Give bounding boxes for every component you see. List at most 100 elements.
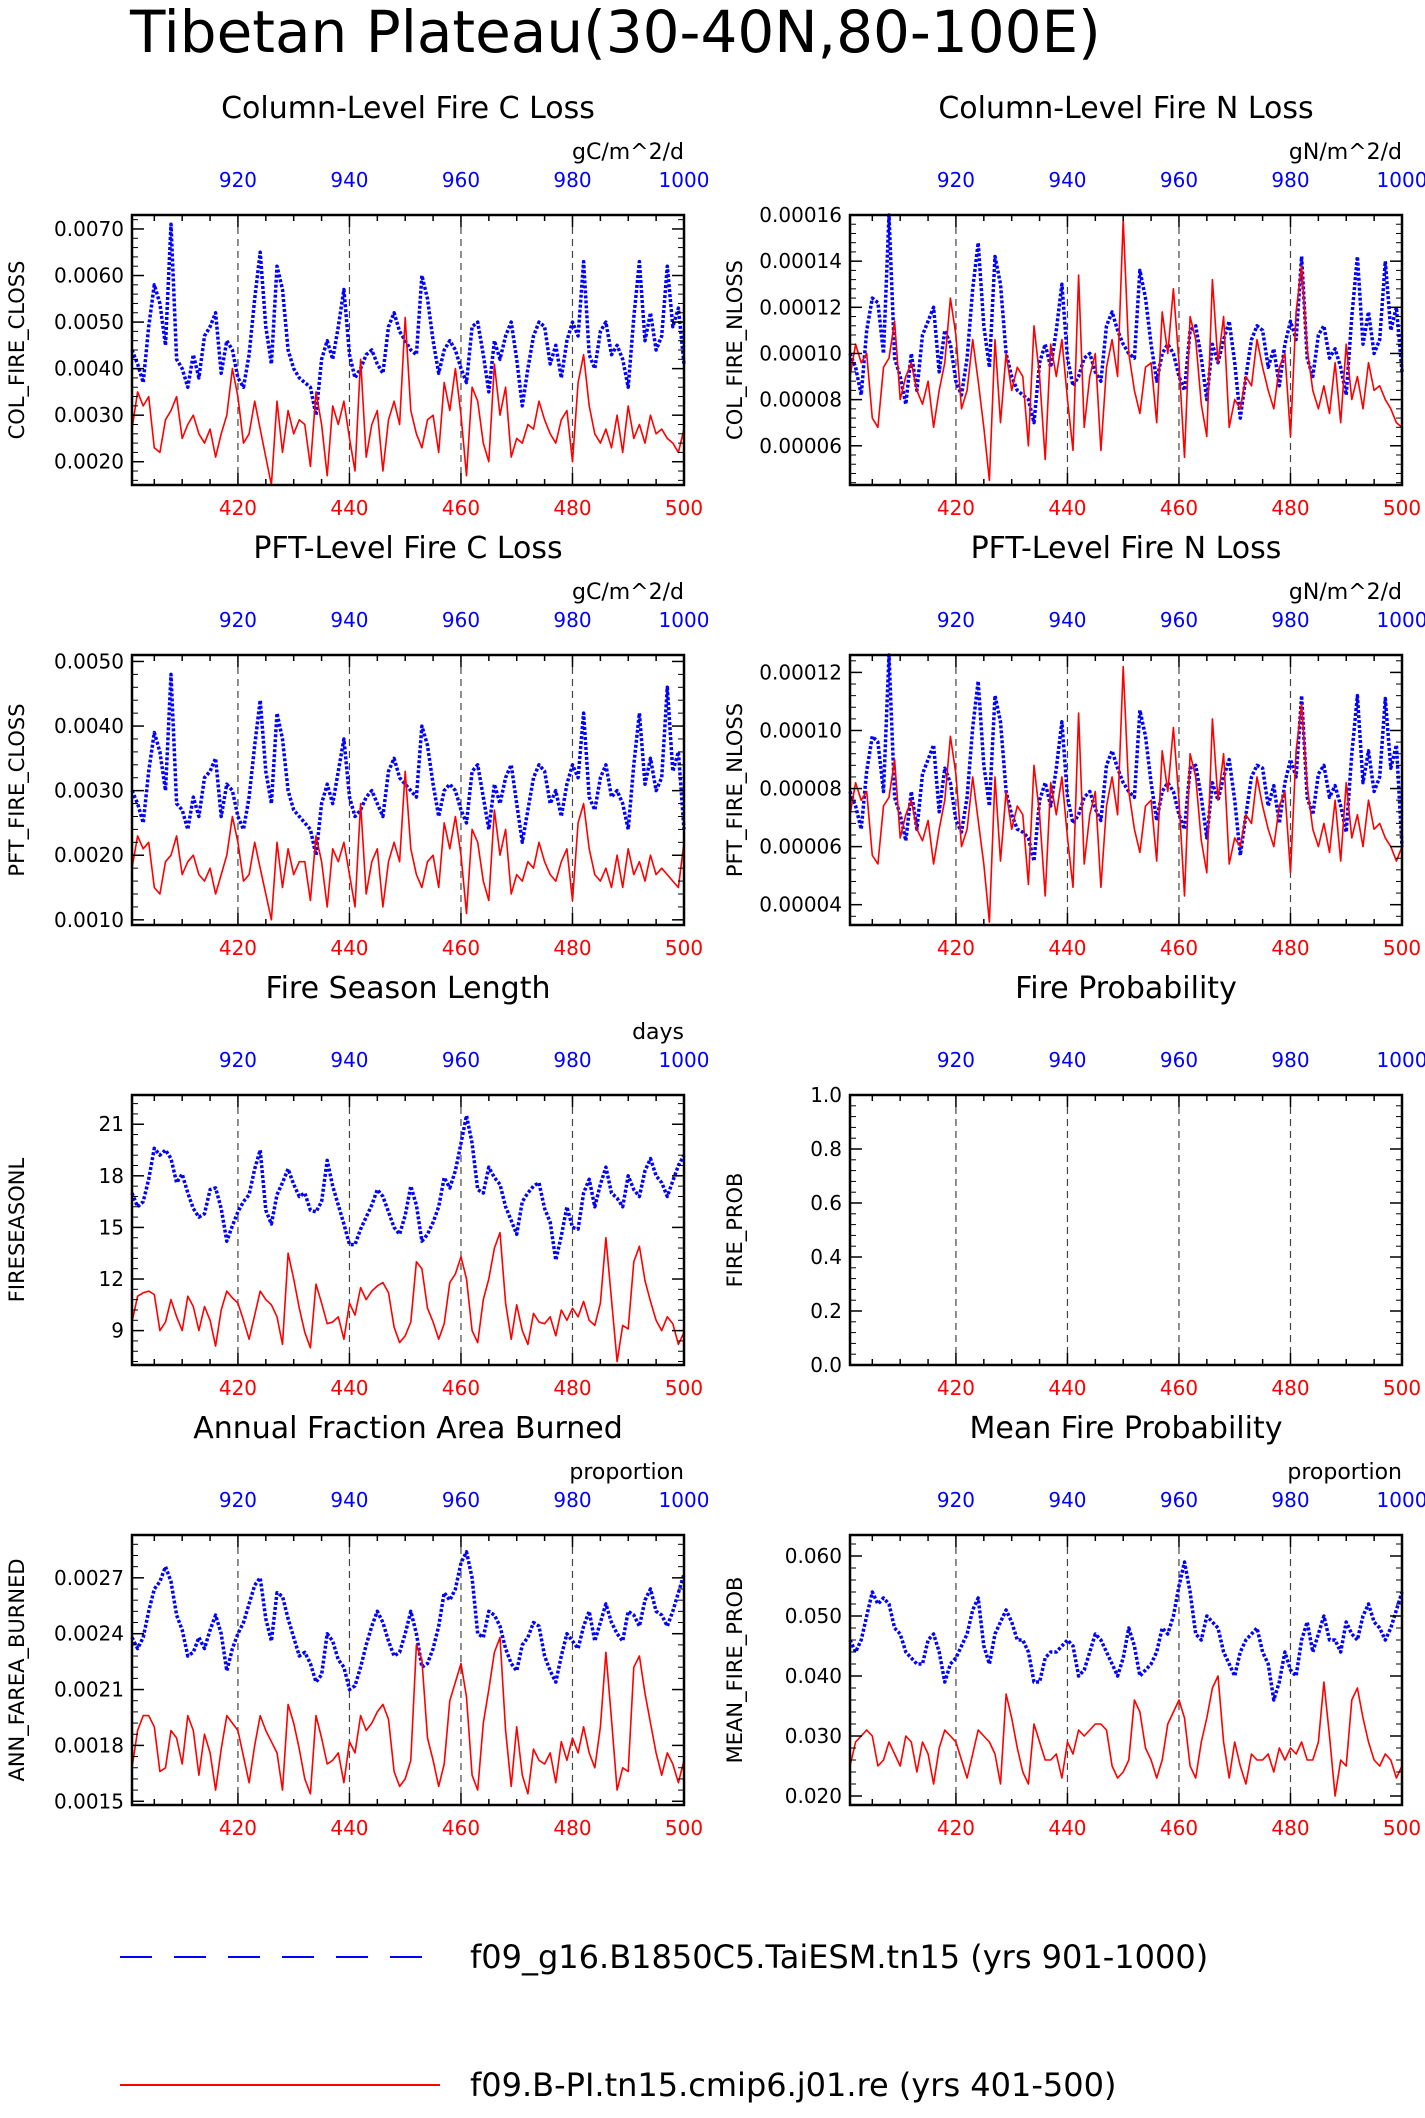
x-top-tick-label: 1000 xyxy=(659,1488,710,1512)
y-tick-label: 0.0070 xyxy=(54,217,124,241)
x-top-tick-label: 980 xyxy=(553,168,591,192)
panel-title: Mean Fire Probability xyxy=(970,1411,1283,1446)
x-bottom-tick-label: 420 xyxy=(219,496,257,520)
x-bottom-tick-label: 460 xyxy=(442,1376,480,1400)
series-line-blue xyxy=(848,213,1404,425)
x-bottom-tick-label: 420 xyxy=(937,936,975,960)
x-bottom-tick-label: 500 xyxy=(665,496,703,520)
units-label: days xyxy=(632,1020,684,1045)
legend-label-blue: f09_g16.B1850C5.TaiESM.tn15 (yrs 901-100… xyxy=(470,1938,1208,1976)
x-bottom-tick-label: 480 xyxy=(1271,1376,1309,1400)
x-top-tick-label: 960 xyxy=(442,1048,480,1072)
series-line-blue xyxy=(130,1113,686,1262)
x-bottom-tick-label: 460 xyxy=(442,1816,480,1840)
series-line-red xyxy=(849,665,1403,923)
x-bottom-tick-label: 480 xyxy=(1271,1816,1309,1840)
y-tick-label: 0.00006 xyxy=(759,835,842,859)
y-tick-label: 0.6 xyxy=(810,1191,842,1215)
y-tick-label: 0.0010 xyxy=(54,908,124,932)
y-tick-label: 0.00004 xyxy=(759,893,842,917)
x-bottom-tick-label: 460 xyxy=(1160,1376,1198,1400)
units-label: gC/m^2/d xyxy=(572,140,684,165)
x-top-tick-label: 980 xyxy=(1271,1048,1309,1072)
y-tick-label: 0.4 xyxy=(810,1245,842,1269)
y-axis-label: COL_FIRE_CLOSS xyxy=(5,261,30,440)
plot-frame xyxy=(848,213,1404,487)
y-tick-label: 0.0030 xyxy=(54,779,124,803)
y-tick-label: 0.050 xyxy=(785,1604,842,1628)
x-top-tick-label: 920 xyxy=(219,1048,257,1072)
y-axis-label: PFT_FIRE_NLOSS xyxy=(723,703,748,877)
x-bottom-tick-label: 500 xyxy=(1383,496,1421,520)
y-tick-label: 0.00010 xyxy=(759,718,842,742)
y-tick-label: 0.0060 xyxy=(54,264,124,288)
x-top-tick-label: 1000 xyxy=(659,168,710,192)
panels: Column-Level Fire C Loss gC/m^2/d 420 440 46… xyxy=(5,91,1425,1840)
x-bottom-tick-label: 420 xyxy=(219,1816,257,1840)
y-axis-label: FIRE_PROB xyxy=(723,1173,748,1288)
y-axis-label: ANN_FAREA_BURNED xyxy=(5,1558,30,1781)
x-top-tick-label: 920 xyxy=(937,168,975,192)
y-tick-label: 0.0050 xyxy=(54,310,124,334)
y-tick-label: 0.00006 xyxy=(759,434,842,458)
y-tick-label: 0.00014 xyxy=(759,249,842,273)
plot-frame xyxy=(848,1093,1404,1367)
x-top-tick-label: 1000 xyxy=(1377,1488,1425,1512)
x-top-tick-label: 1000 xyxy=(1377,168,1425,192)
y-tick-label: 0.0040 xyxy=(54,714,124,738)
plot-frame xyxy=(130,1093,686,1367)
x-bottom-tick-label: 500 xyxy=(665,936,703,960)
y-tick-label: 0.0015 xyxy=(54,1789,124,1813)
panel-title: Fire Probability xyxy=(1015,971,1237,1006)
y-tick-label: 0.8 xyxy=(810,1137,842,1161)
series-line-blue xyxy=(130,1550,686,1692)
series-line-red xyxy=(849,218,1403,482)
series-line-red xyxy=(131,770,685,921)
panel-title: PFT-Level Fire C Loss xyxy=(253,531,562,566)
x-top-tick-label: 1000 xyxy=(1377,1048,1425,1072)
y-tick-label: 0.0030 xyxy=(54,403,124,427)
y-tick-label: 1.0 xyxy=(810,1083,842,1107)
y-tick-label: 0.00008 xyxy=(759,388,842,412)
plot-frame xyxy=(848,1533,1404,1807)
x-bottom-tick-label: 500 xyxy=(1383,1376,1421,1400)
panel-7: Annual Fraction Area Burned proportion 420… xyxy=(5,1411,709,1840)
plot-frame xyxy=(130,1533,686,1807)
x-bottom-tick-label: 440 xyxy=(1048,936,1086,960)
x-bottom-tick-label: 480 xyxy=(1271,936,1309,960)
x-top-tick-label: 1000 xyxy=(1377,608,1425,632)
legend-label-red: f09.B-PI.tn15.cmip6.j01.re (yrs 401-500) xyxy=(470,2066,1116,2104)
series-line-red xyxy=(849,1675,1403,1797)
x-bottom-tick-label: 480 xyxy=(1271,496,1309,520)
x-top-tick-label: 1000 xyxy=(659,608,710,632)
x-bottom-tick-label: 480 xyxy=(553,1376,591,1400)
y-axis-label: FIRESEASONL xyxy=(5,1158,29,1303)
x-top-tick-label: 920 xyxy=(219,1488,257,1512)
x-bottom-tick-label: 460 xyxy=(1160,1816,1198,1840)
y-axis-label: PFT_FIRE_CLOSS xyxy=(5,703,30,876)
x-top-tick-label: 980 xyxy=(1271,608,1309,632)
y-tick-label: 0.0024 xyxy=(54,1622,124,1646)
y-tick-label: 0.0021 xyxy=(54,1678,124,1702)
x-top-tick-label: 940 xyxy=(1048,168,1086,192)
y-tick-label: 0.00008 xyxy=(759,777,842,801)
y-tick-label: 0.0040 xyxy=(54,357,124,381)
x-top-tick-label: 940 xyxy=(330,1048,368,1072)
series-line-blue xyxy=(848,1560,1404,1702)
x-top-tick-label: 940 xyxy=(1048,1048,1086,1072)
panel-title: Column-Level Fire N Loss xyxy=(938,91,1313,126)
x-top-tick-label: 940 xyxy=(330,168,368,192)
y-tick-label: 0.00010 xyxy=(759,341,842,365)
x-bottom-tick-label: 440 xyxy=(330,936,368,960)
x-bottom-tick-label: 460 xyxy=(1160,936,1198,960)
panel-2: Column-Level Fire N Loss gN/m^2/d 420 440 46… xyxy=(723,91,1425,520)
x-bottom-tick-label: 460 xyxy=(442,496,480,520)
y-tick-label: 0.0020 xyxy=(54,843,124,867)
x-bottom-tick-label: 500 xyxy=(665,1816,703,1840)
y-tick-label: 15 xyxy=(99,1215,124,1239)
legend: f09_g16.B1850C5.TaiESM.tn15 (yrs 901-100… xyxy=(120,1938,1208,2104)
x-top-tick-label: 980 xyxy=(553,608,591,632)
y-axis-label: COL_FIRE_NLOSS xyxy=(723,260,748,440)
panel-5: Fire Season Length days 420 440 460 480 500 920… xyxy=(5,971,709,1400)
